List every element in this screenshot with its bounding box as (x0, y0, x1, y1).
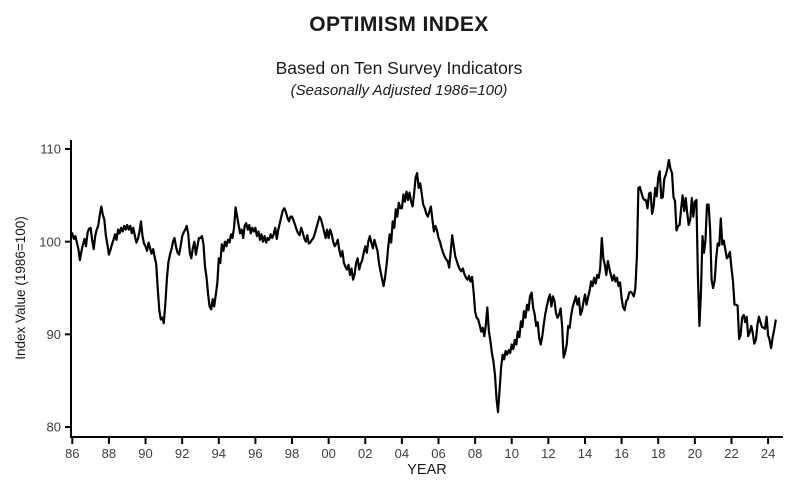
x-tick-label: 94 (212, 446, 226, 461)
x-tick-label: 04 (395, 446, 409, 461)
optimism-index-line (71, 158, 777, 414)
x-tick-label: 96 (248, 446, 262, 461)
y-tick-label: 90 (47, 327, 61, 342)
x-tick-label: 98 (285, 446, 299, 461)
y-tick-label: 80 (47, 420, 61, 435)
x-tick-label: 00 (321, 446, 335, 461)
x-tick-label: 22 (724, 446, 738, 461)
x-tick-label: 06 (431, 446, 445, 461)
x-tick-label: 10 (505, 446, 519, 461)
x-axis-title: YEAR (407, 462, 447, 478)
x-tick-label: 24 (761, 446, 775, 461)
x-tick-label: 14 (578, 446, 592, 461)
x-tick-label: 08 (468, 446, 482, 461)
chart-note: (Seasonally Adjusted 1986=100) (290, 82, 508, 99)
x-tick-label: 86 (65, 446, 79, 461)
x-tick-label: 18 (651, 446, 665, 461)
optimism-chart-canvas: 80 90 100 110 86 88 90 92 94 96 98 00 02 04 06 08 10 12 14… (13, 140, 783, 478)
x-tick-label: 90 (138, 446, 152, 461)
x-tick-label: 88 (102, 446, 116, 461)
y-axis-title: Index Value (1986=100) (13, 216, 28, 359)
x-tick-label: 12 (541, 446, 555, 461)
chart-area: 80 90 100 110 86 88 90 92 94 96 98 00 02 04 06 08 10 12 14… (0, 123, 798, 487)
chart-subtitle: Based on Ten Survey Indicators (275, 58, 523, 78)
chart-title: OPTIMISM INDEX (309, 13, 489, 36)
y-tick-label: 110 (40, 142, 61, 157)
x-tick-label: 92 (175, 446, 189, 461)
x-tick-label: 02 (358, 446, 372, 461)
x-tick-label: 16 (614, 446, 628, 461)
y-tick-label: 100 (39, 234, 61, 249)
x-tick-label: 20 (688, 446, 702, 461)
